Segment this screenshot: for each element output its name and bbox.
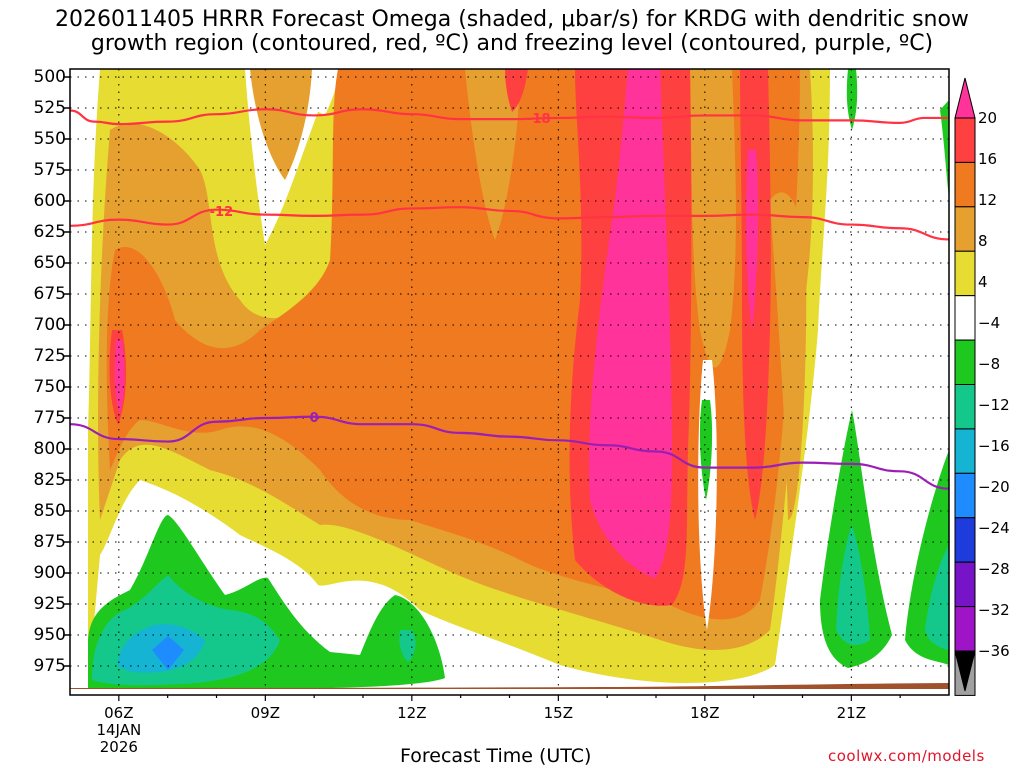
omega-shade-8 bbox=[690, 69, 736, 368]
colorbar-tick-label: −8 bbox=[978, 355, 1001, 373]
omega-shading bbox=[70, 69, 949, 689]
colorbar bbox=[954, 77, 976, 696]
omega-shade-neg16 bbox=[152, 636, 184, 670]
y-tick-label: 900 bbox=[33, 563, 66, 583]
grid-lines bbox=[64, 69, 949, 701]
x-tick-label: 15Z bbox=[543, 704, 574, 722]
colorbar-segment bbox=[954, 650, 976, 692]
y-tick-label: 850 bbox=[33, 501, 66, 521]
omega-shade-20 bbox=[746, 150, 759, 330]
omega-shade-neg4 bbox=[699, 400, 713, 500]
y-tick-label: 700 bbox=[33, 315, 66, 335]
credit-link[interactable]: coolwx.com/models bbox=[828, 747, 985, 765]
y-tick-label: 725 bbox=[33, 346, 66, 366]
y-tick-label: 550 bbox=[33, 129, 66, 149]
colorbar-tick-label: 16 bbox=[978, 150, 998, 168]
colorbar-segment bbox=[954, 384, 976, 430]
contour-line bbox=[70, 108, 949, 126]
omega-shade-neg4 bbox=[846, 69, 858, 130]
x-tick-label: 12Z bbox=[397, 704, 427, 722]
colorbar-tick-label: −4 bbox=[978, 314, 1001, 332]
y-tick-label: 950 bbox=[33, 625, 66, 645]
x-tick-label: 18Z bbox=[690, 704, 720, 722]
x-tick-label: 21Z bbox=[836, 704, 867, 722]
y-tick-label: 625 bbox=[33, 222, 66, 242]
colorbar-segment bbox=[954, 428, 976, 474]
y-tick-label: 750 bbox=[33, 377, 66, 397]
colorbar-segment bbox=[954, 339, 976, 386]
colorbar-tick-label: 4 bbox=[978, 273, 988, 291]
colorbar-segment bbox=[954, 561, 976, 608]
colorbar-segment bbox=[954, 472, 976, 519]
colorbar-segment bbox=[954, 206, 976, 252]
contour-label: -18 bbox=[527, 112, 551, 127]
y-tick-label: 925 bbox=[33, 594, 66, 614]
y-tick-label: 675 bbox=[33, 284, 66, 304]
colorbar-segment bbox=[954, 117, 976, 163]
omega-shade-16 bbox=[505, 69, 528, 112]
colorbar-tick-label: −28 bbox=[978, 560, 1010, 578]
x-tick-label: 09Z bbox=[250, 704, 281, 722]
colorbar-segment bbox=[954, 606, 976, 652]
chart-title-line-1: 2026011405 HRRR Forecast Omega (shaded, … bbox=[55, 7, 969, 32]
y-tick-label: 600 bbox=[33, 191, 66, 211]
ground-terrain bbox=[70, 683, 949, 689]
colorbar-segment bbox=[954, 250, 976, 297]
colorbar-segment bbox=[954, 517, 976, 563]
colorbar-tick-label: −20 bbox=[978, 478, 1010, 496]
colorbar-tick-label: −36 bbox=[978, 642, 1010, 660]
x-date-label: 2026 bbox=[99, 738, 138, 756]
contour-label: -12 bbox=[210, 205, 234, 220]
omega-shade-neg8 bbox=[836, 525, 870, 646]
colorbar-tick-label: −32 bbox=[978, 601, 1010, 619]
contour-label: 0 bbox=[310, 411, 319, 426]
colorbar-tick-label: 8 bbox=[978, 232, 988, 250]
y-tick-label: 975 bbox=[33, 656, 66, 676]
colorbar-tick-label: −12 bbox=[978, 396, 1010, 414]
colorbar-segment bbox=[954, 77, 976, 119]
y-tick-label: 800 bbox=[33, 439, 66, 459]
omega-shade-neg8 bbox=[925, 545, 949, 650]
y-tick-label: 775 bbox=[33, 408, 66, 428]
y-tick-label: 875 bbox=[33, 532, 66, 552]
contour-lines: -18 -12 0 bbox=[70, 108, 949, 490]
colorbar-segment bbox=[954, 295, 976, 341]
omega-shade-8 bbox=[465, 69, 520, 240]
colorbar-segment bbox=[954, 161, 976, 208]
x-tick-label: 06Z bbox=[104, 704, 134, 722]
omega-shade-8 bbox=[250, 69, 312, 180]
y-tick-label: 825 bbox=[33, 470, 66, 490]
plot-frame bbox=[69, 68, 950, 696]
colorbar-tick-label: −16 bbox=[978, 437, 1010, 455]
contour-line bbox=[70, 206, 949, 241]
chart-title-line-2: growth region (contoured, red, ºC) and f… bbox=[90, 31, 934, 56]
y-tick-label: 525 bbox=[33, 98, 66, 118]
y-tick-label: 575 bbox=[33, 160, 66, 180]
x-date-label: 14JAN bbox=[96, 721, 142, 739]
y-tick-label: 500 bbox=[33, 67, 66, 87]
colorbar-tick-label: 12 bbox=[978, 191, 998, 209]
x-axis-title: Forecast Time (UTC) bbox=[400, 745, 592, 767]
colorbar-tick-label: −24 bbox=[978, 519, 1010, 537]
omega-shade-8 bbox=[770, 192, 807, 520]
y-tick-label: 650 bbox=[33, 253, 66, 273]
omega-shade-neg4 bbox=[940, 100, 949, 200]
contour-line bbox=[70, 415, 949, 490]
colorbar-tick-label: 20 bbox=[978, 109, 998, 127]
omega-shade-20 bbox=[114, 340, 125, 415]
